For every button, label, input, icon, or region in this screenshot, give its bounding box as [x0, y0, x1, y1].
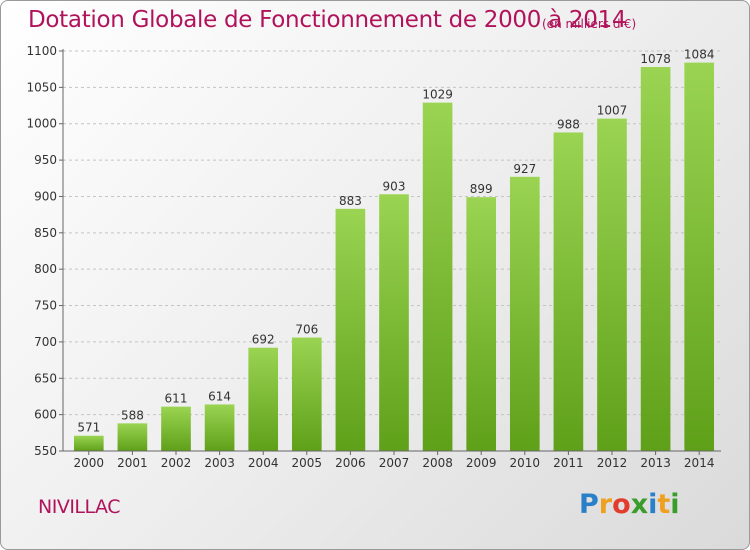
x-tick-label-2004: 2004: [248, 456, 279, 470]
y-tick-label: 900: [34, 189, 57, 203]
logo-letter: o: [612, 489, 631, 520]
x-tick-label-2007: 2007: [379, 456, 410, 470]
y-tick-label: 750: [34, 299, 57, 313]
bar-2007: [379, 194, 409, 452]
logo-letter: P: [579, 489, 599, 520]
logo-letter: x: [630, 489, 649, 520]
x-tick-label-2012: 2012: [597, 456, 628, 470]
x-axis: 2000 2001 2002 2003 2004 2005 2006 2007 2008 2009…: [63, 450, 721, 470]
y-tick-label: 800: [34, 262, 57, 276]
data-label-2003: 614: [208, 389, 231, 403]
bar-2000: [73, 435, 104, 451]
bar-2008: [422, 102, 453, 452]
bar-2005: [291, 337, 322, 451]
data-label-2012: 1007: [597, 104, 628, 118]
bar-2003: [204, 404, 235, 451]
x-tick-label-2014: 2014: [684, 456, 715, 470]
logo-letter: r: [598, 489, 613, 520]
bar-2009: [466, 197, 497, 451]
x-tick-label-2001: 2001: [117, 456, 148, 470]
x-tick-label-2010: 2010: [510, 456, 541, 470]
y-tick-label: 1000: [26, 117, 57, 131]
y-tick-label: 1100: [26, 44, 57, 58]
data-label-2011: 988: [557, 117, 580, 131]
y-axis: 550 600 650 700 750 800 850 900 950 1000 1050 1100: [26, 44, 64, 458]
logo-letter: i: [648, 489, 658, 520]
data-label-2006: 883: [339, 194, 362, 208]
data-label-2010: 927: [513, 162, 536, 176]
data-label-2013: 1078: [640, 52, 671, 66]
y-tick-label: 650: [34, 371, 57, 385]
x-tick-label-2011: 2011: [553, 456, 584, 470]
data-label-2002: 611: [165, 392, 188, 406]
data-label-2009: 899: [470, 182, 493, 196]
data-label-2000: 571: [77, 421, 100, 435]
x-tick-label-2009: 2009: [466, 456, 497, 470]
bar-2010: [509, 176, 540, 451]
bar-2014: [684, 62, 715, 452]
bar-2001: [117, 423, 148, 451]
bars: 571 588 611 614 692 706 883 903 1029 899 927 988 100…: [73, 48, 715, 452]
commune-name: NIVILLAC: [38, 496, 120, 518]
x-tick-label-2005: 2005: [292, 456, 323, 470]
y-tick-label: 600: [34, 408, 57, 422]
bar-2013: [640, 67, 671, 451]
bar-2012: [597, 118, 627, 452]
y-tick-label: 550: [34, 444, 57, 458]
bar-2002: [161, 406, 191, 451]
logo-letter: t: [657, 489, 671, 520]
bar-2004: [248, 347, 279, 451]
data-label-2007: 903: [383, 179, 406, 193]
x-tick-label-2003: 2003: [204, 456, 235, 470]
y-tick-label: 700: [34, 335, 57, 349]
data-label-2001: 588: [121, 408, 144, 422]
proxiti-logo: Proxiti: [579, 489, 680, 520]
x-tick-label-2002: 2002: [161, 456, 192, 470]
data-label-2005: 706: [295, 323, 318, 337]
bar-2006: [335, 208, 366, 451]
x-tick-label-2008: 2008: [422, 456, 453, 470]
y-tick-label: 850: [34, 226, 57, 240]
x-tick-label-2013: 2013: [640, 456, 671, 470]
y-tick-label: 1050: [26, 80, 57, 94]
bar-2011: [553, 132, 584, 452]
x-tick-label-2006: 2006: [335, 456, 366, 470]
logo-letter: i: [670, 489, 680, 520]
data-label-2014: 1084: [684, 48, 715, 62]
chart-title: Dotation Globale de Fonctionnement de 20…: [28, 7, 627, 33]
chart-subtitle: (en milliers d'€): [542, 17, 637, 31]
y-tick-label: 950: [34, 153, 57, 167]
data-label-2008: 1029: [422, 88, 453, 102]
x-tick-label-2000: 2000: [74, 456, 105, 470]
data-label-2004: 692: [252, 333, 275, 347]
